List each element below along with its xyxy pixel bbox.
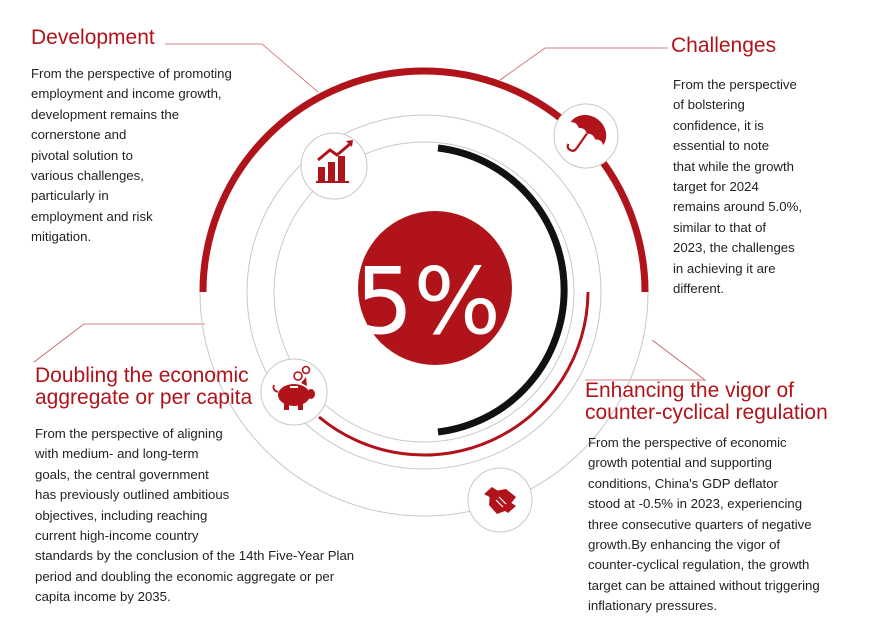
heading-counter-line-1: Enhancing the vigor of	[585, 379, 794, 402]
leader-line-counter	[585, 339, 707, 381]
arc-black	[437, 144, 568, 436]
heading-doubling-line-1: Doubling the economic	[35, 365, 249, 387]
piggy-bank-icon	[260, 358, 328, 426]
leader-line-challenges	[499, 47, 668, 81]
handshake-icon	[467, 467, 533, 533]
middle-ring	[246, 114, 602, 470]
heading-counter-cyclical: Enhancing the vigor of counter-cyclical …	[585, 380, 828, 424]
leader-line-doubling	[33, 323, 205, 363]
text-challenges: From the perspective of bolstering confi…	[673, 77, 803, 297]
center-value: 5%	[355, 248, 501, 355]
text-counter-cyclical: From the perspective of economic growth …	[588, 435, 820, 614]
arc-bottom-right	[318, 291, 590, 457]
heading-doubling: Doubling the economic aggregate or per c…	[35, 365, 263, 409]
umbrella-icon	[553, 103, 619, 169]
heading-counter-line-2: counter-cyclical regulation	[585, 401, 828, 424]
leader-line-development	[165, 43, 319, 93]
center-disc	[358, 211, 512, 365]
heading-doubling-line-2: aggregate or per capita	[35, 386, 253, 409]
inner-ring	[273, 141, 575, 443]
text-doubling: From the perspective of aligning with me…	[35, 426, 355, 605]
arc-top	[199, 67, 649, 293]
heading-challenges: Challenges	[671, 34, 777, 57]
bar-chart-growth-icon	[300, 132, 368, 200]
heading-development: Development	[31, 26, 155, 49]
text-development: From the perspective of promoting employ…	[31, 66, 232, 245]
leader-lines	[33, 43, 707, 381]
